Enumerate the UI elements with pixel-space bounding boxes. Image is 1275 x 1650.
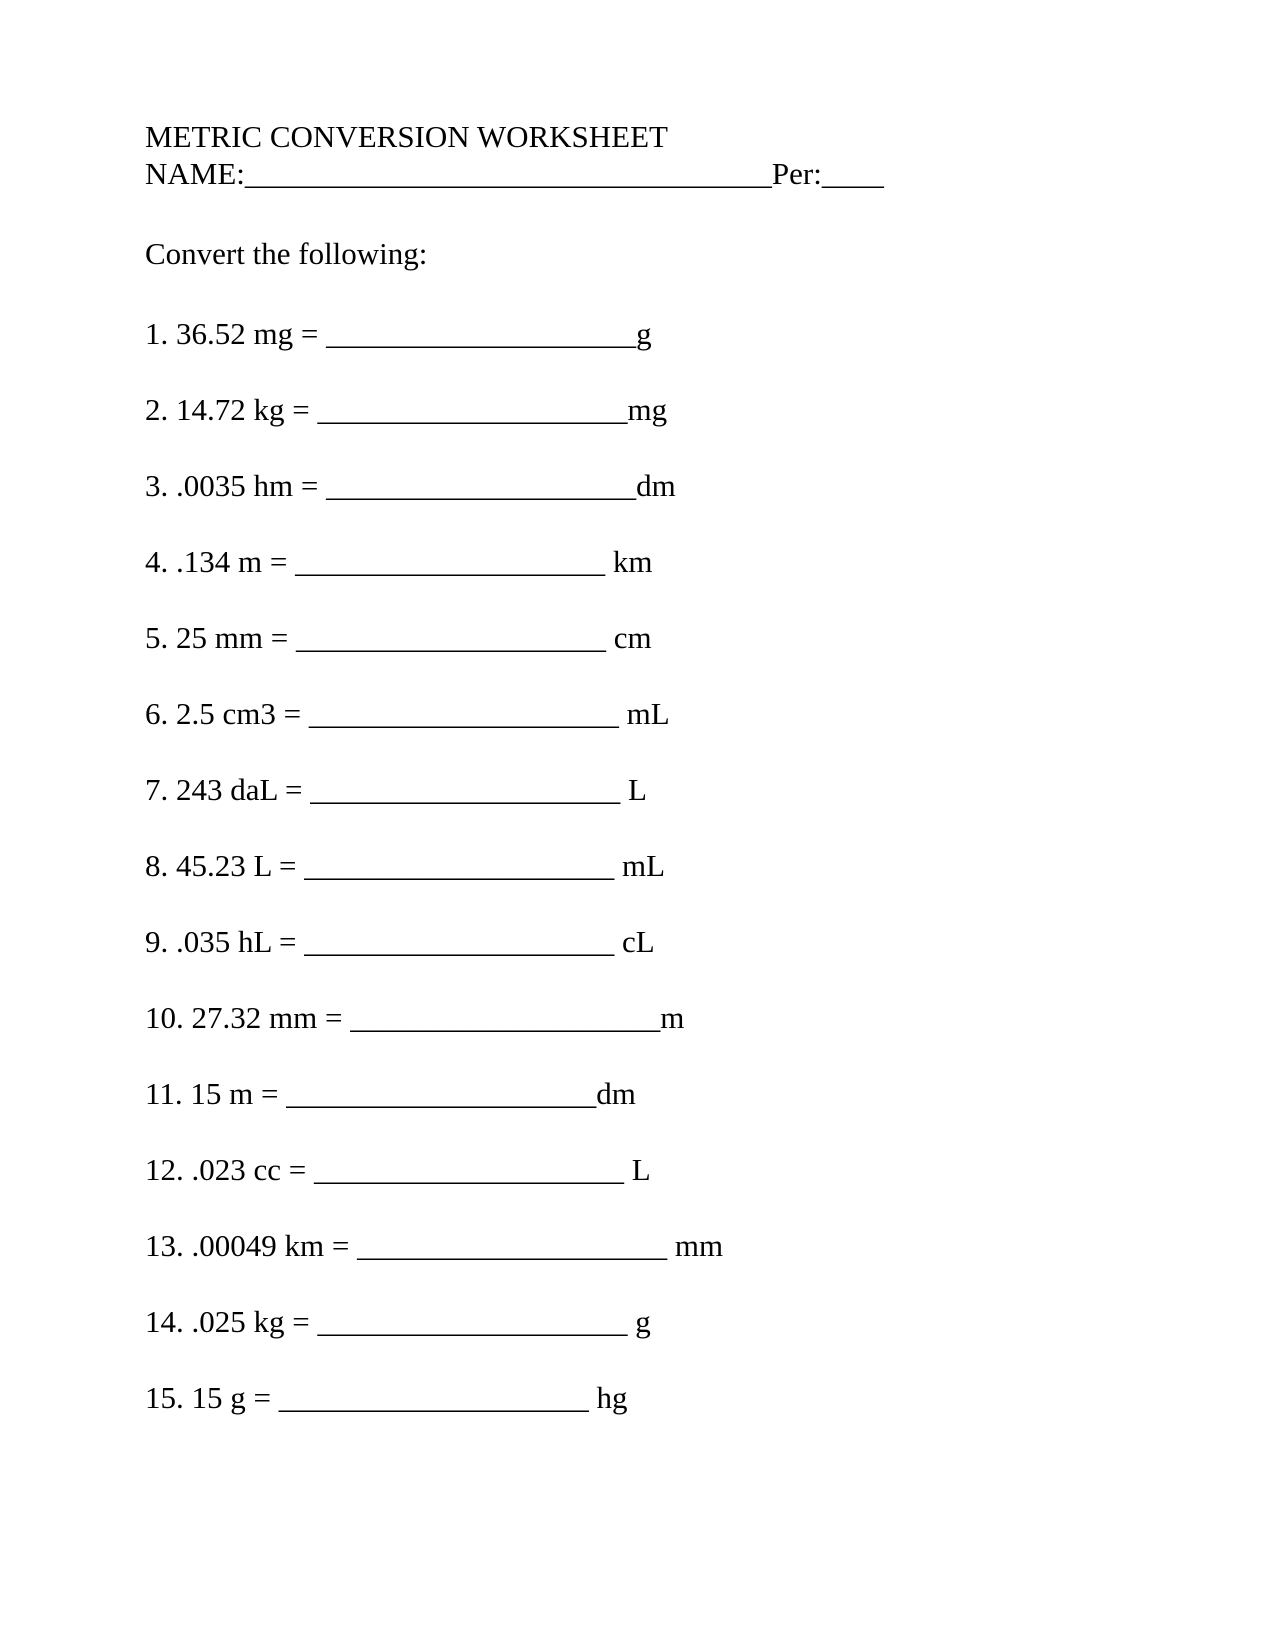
problem-12: 12. .023 cc = ____________________ L bbox=[145, 1152, 1130, 1188]
problem-unit: dm bbox=[636, 468, 676, 503]
problem-number: 3 bbox=[145, 468, 161, 503]
problem-number: 11 bbox=[145, 1076, 175, 1111]
problem-blank: ____________________ bbox=[310, 772, 628, 807]
problem-number: 4 bbox=[145, 544, 161, 579]
problem-8: 8. 45.23 L = ____________________ mL bbox=[145, 848, 1130, 884]
problem-7: 7. 243 daL = ____________________ L bbox=[145, 772, 1130, 808]
name-blank: __________________________________ bbox=[245, 156, 772, 191]
worksheet-header: METRIC CONVERSION WORKSHEET NAME:_______… bbox=[145, 118, 1130, 192]
problem-blank: ____________________ bbox=[304, 924, 622, 959]
problem-11: 11. 15 m = ____________________dm bbox=[145, 1076, 1130, 1112]
instruction-text: Convert the following: bbox=[145, 236, 1130, 272]
problem-3: 3. .0035 hm = ____________________dm bbox=[145, 468, 1130, 504]
problem-value: 27.32 mm bbox=[192, 1000, 318, 1035]
problem-unit: g bbox=[636, 316, 652, 351]
problem-15: 15. 15 g = ____________________ hg bbox=[145, 1380, 1130, 1416]
problem-unit: L bbox=[632, 1152, 651, 1187]
problem-unit: km bbox=[613, 544, 653, 579]
problem-4: 4. .134 m = ____________________ km bbox=[145, 544, 1130, 580]
problem-number: 5 bbox=[145, 620, 161, 655]
problem-value: 2.5 cm3 bbox=[176, 696, 276, 731]
problem-unit: m bbox=[660, 1000, 684, 1035]
problem-unit: mg bbox=[627, 392, 667, 427]
problem-blank: ____________________ bbox=[304, 848, 622, 883]
problem-value: 15 m bbox=[190, 1076, 253, 1111]
problem-number: 15 bbox=[145, 1380, 176, 1415]
name-period-line: NAME:__________________________________P… bbox=[145, 155, 1130, 192]
problem-6: 6. 2.5 cm3 = ____________________ mL bbox=[145, 696, 1130, 732]
problem-number: 6 bbox=[145, 696, 161, 731]
problem-blank: ____________________ bbox=[326, 468, 636, 503]
problem-unit: mL bbox=[622, 848, 665, 883]
problem-value: 15 g bbox=[192, 1380, 246, 1415]
problem-unit: hg bbox=[596, 1380, 627, 1415]
problem-unit: mm bbox=[675, 1228, 723, 1263]
problem-value: .025 kg bbox=[192, 1304, 285, 1339]
problem-unit: g bbox=[635, 1304, 651, 1339]
per-blank: ____ bbox=[822, 156, 884, 191]
problem-10: 10. 27.32 mm = ____________________m bbox=[145, 1000, 1130, 1036]
problem-value: 25 mm bbox=[176, 620, 263, 655]
problem-13: 13. .00049 km = ____________________ mm bbox=[145, 1228, 1130, 1264]
problem-blank: ____________________ bbox=[326, 316, 636, 351]
problem-blank: ____________________ bbox=[317, 392, 627, 427]
per-label: Per: bbox=[772, 156, 822, 191]
problem-value: .00049 km bbox=[192, 1228, 325, 1263]
problems-list: 1. 36.52 mg = ____________________g 2. 1… bbox=[145, 316, 1130, 1416]
problem-number: 2 bbox=[145, 392, 161, 427]
problem-unit: cm bbox=[614, 620, 652, 655]
problem-blank: ____________________ bbox=[279, 1380, 597, 1415]
problem-unit: dm bbox=[596, 1076, 636, 1111]
problem-value: .134 m bbox=[176, 544, 262, 579]
problem-14: 14. .025 kg = ____________________ g bbox=[145, 1304, 1130, 1340]
problem-number: 7 bbox=[145, 772, 161, 807]
problem-blank: ____________________ bbox=[317, 1304, 635, 1339]
problem-value: .023 cc bbox=[192, 1152, 282, 1187]
problem-number: 8 bbox=[145, 848, 161, 883]
problem-blank: ____________________ bbox=[295, 544, 613, 579]
problem-number: 14 bbox=[145, 1304, 176, 1339]
problem-blank: ____________________ bbox=[314, 1152, 632, 1187]
problem-unit: cL bbox=[622, 924, 655, 959]
problem-value: .035 hL bbox=[176, 924, 271, 959]
problem-unit: L bbox=[628, 772, 647, 807]
problem-value: 36.52 mg bbox=[176, 316, 293, 351]
worksheet-title: METRIC CONVERSION WORKSHEET bbox=[145, 118, 1130, 155]
problem-value: .0035 hm bbox=[176, 468, 293, 503]
problem-unit: mL bbox=[627, 696, 670, 731]
problem-number: 13 bbox=[145, 1228, 176, 1263]
problem-blank: ____________________ bbox=[286, 1076, 596, 1111]
problem-number: 10 bbox=[145, 1000, 176, 1035]
problem-value: 14.72 kg bbox=[176, 392, 285, 427]
problem-value: 243 daL bbox=[176, 772, 277, 807]
problem-2: 2. 14.72 kg = ____________________mg bbox=[145, 392, 1130, 428]
problem-number: 12 bbox=[145, 1152, 176, 1187]
problem-number: 9 bbox=[145, 924, 161, 959]
problem-number: 1 bbox=[145, 316, 161, 351]
problem-1: 1. 36.52 mg = ____________________g bbox=[145, 316, 1130, 352]
problem-9: 9. .035 hL = ____________________ cL bbox=[145, 924, 1130, 960]
problem-blank: ____________________ bbox=[350, 1000, 660, 1035]
problem-blank: ____________________ bbox=[309, 696, 627, 731]
problem-blank: ____________________ bbox=[296, 620, 614, 655]
problem-value: 45.23 L bbox=[176, 848, 271, 883]
name-label: NAME: bbox=[145, 156, 245, 191]
problem-blank: ____________________ bbox=[357, 1228, 675, 1263]
problem-5: 5. 25 mm = ____________________ cm bbox=[145, 620, 1130, 656]
